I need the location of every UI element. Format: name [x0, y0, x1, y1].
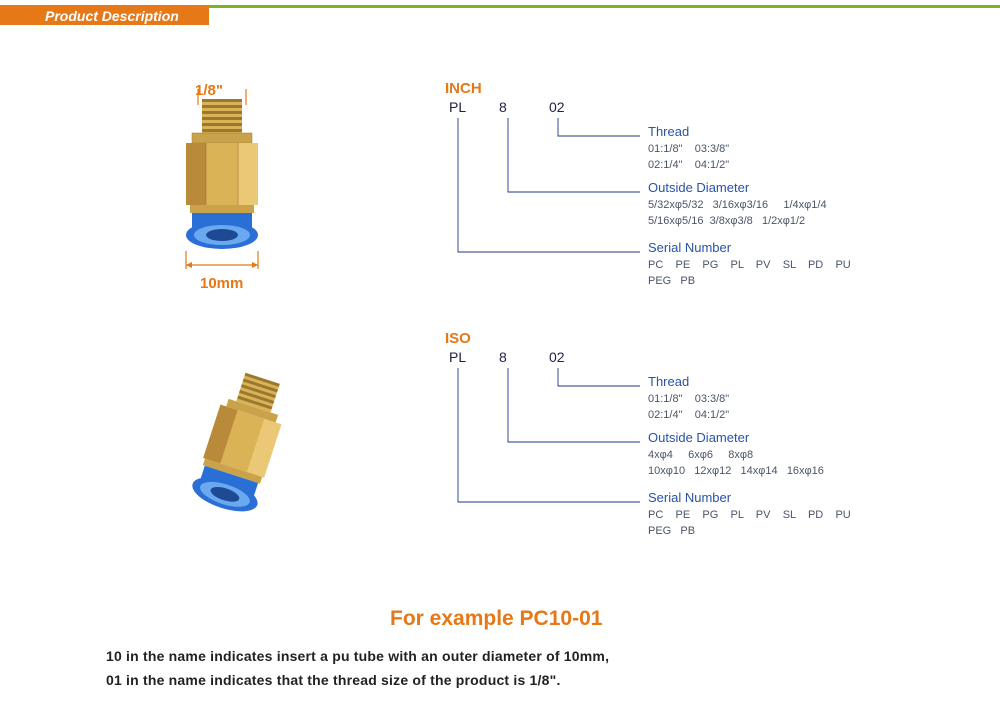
code-cell: 8 [495, 349, 545, 367]
product-image-1 [178, 75, 288, 275]
inch-serial: Serial Number PC PE PG PL PV SL PD PU PE… [648, 240, 851, 289]
iso-brackets [445, 368, 655, 538]
sect-title: Thread [648, 124, 729, 140]
sect-title: Outside Diameter [648, 180, 827, 196]
inch-block: INCH PL 8 02 [445, 80, 595, 117]
sect-body: 5/32xφ5/32 3/16xφ3/16 1/4xφ1/4 5/16xφ5/1… [648, 197, 827, 229]
sect-title: Serial Number [648, 490, 851, 506]
inch-od: Outside Diameter 5/32xφ5/32 3/16xφ3/16 1… [648, 180, 827, 229]
example-body: 10 in the name indicates insert a pu tub… [106, 644, 609, 692]
sect-body: 4xφ4 6xφ6 8xφ8 10xφ10 12xφ12 14xφ14 16xφ… [648, 447, 824, 479]
dimension-bottom: 10mm [200, 275, 243, 292]
iso-thread: Thread 01:1/8" 03:3/8" 02:1/4" 04:1/2" [648, 374, 729, 423]
iso-serial: Serial Number PC PE PG PL PV SL PD PU PE… [648, 490, 851, 539]
code-cell: 02 [545, 349, 595, 367]
inch-title: INCH [445, 80, 595, 97]
example-title: For example PC10-01 [390, 607, 602, 631]
inch-thread: Thread 01:1/8" 03:3/8" 02:1/4" 04:1/2" [648, 124, 729, 173]
iso-title: ISO [445, 330, 595, 347]
inch-code-row: PL 8 02 [445, 99, 595, 117]
sect-title: Outside Diameter [648, 430, 824, 446]
sect-title: Thread [648, 374, 729, 390]
header-bar: Product Description [0, 5, 1000, 25]
iso-od: Outside Diameter 4xφ4 6xφ6 8xφ8 10xφ10 1… [648, 430, 824, 479]
code-cell: 8 [495, 99, 545, 117]
header-title: Product Description [0, 5, 209, 25]
iso-code-row: PL 8 02 [445, 349, 595, 367]
sect-title: Serial Number [648, 240, 851, 256]
sect-body: 01:1/8" 03:3/8" 02:1/4" 04:1/2" [648, 141, 729, 173]
sect-body: PC PE PG PL PV SL PD PU PEG PB [648, 257, 851, 289]
iso-block: ISO PL 8 02 [445, 330, 595, 367]
inch-brackets [445, 118, 655, 288]
sect-body: PC PE PG PL PV SL PD PU PEG PB [648, 507, 851, 539]
code-cell: 02 [545, 99, 595, 117]
sect-body: 01:1/8" 03:3/8" 02:1/4" 04:1/2" [648, 391, 729, 423]
code-cell: PL [445, 99, 495, 117]
product-image-2 [178, 370, 308, 540]
code-cell: PL [445, 349, 495, 367]
header-stripe [209, 5, 1000, 8]
